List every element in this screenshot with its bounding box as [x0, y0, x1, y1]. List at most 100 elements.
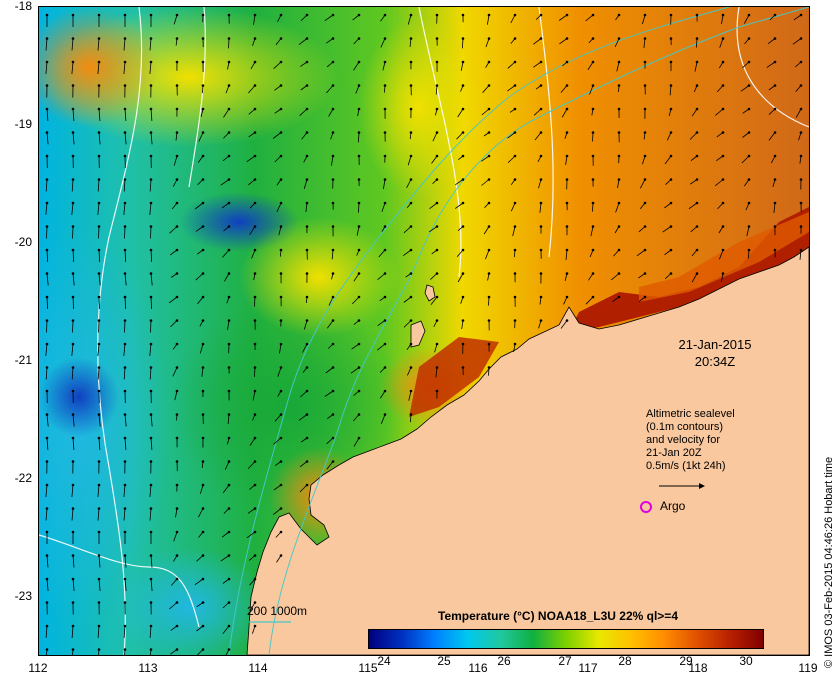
velocity-arrow [585, 296, 594, 305]
velocity-arrow [714, 179, 724, 187]
velocity-arrow [618, 85, 620, 93]
velocity-arrow [149, 179, 152, 192]
velocity-arrow [274, 461, 282, 466]
velocity-arrow [587, 61, 594, 71]
velocity-arrow-base [71, 13, 75, 17]
velocity-arrow [150, 296, 152, 310]
velocity-arrows [45, 13, 803, 655]
velocity-arrow [298, 414, 308, 421]
velocity-arrow [636, 249, 646, 257]
velocity-arrow [537, 155, 542, 162]
velocity-arrow [379, 367, 386, 373]
velocity-arrow [510, 202, 516, 212]
velocity-arrow [46, 249, 49, 263]
velocity-arrow [72, 578, 75, 592]
velocity-arrow [719, 38, 724, 48]
velocity-arrow [150, 249, 153, 263]
velocity-arrow [407, 367, 412, 376]
velocity-arrow [539, 296, 542, 305]
velocity-arrow [716, 85, 724, 93]
velocity-arrow [405, 273, 412, 278]
velocity-arrow [201, 367, 204, 377]
velocity-arrow [176, 414, 178, 421]
velocity-arrow [172, 343, 178, 350]
velocity-arrow [196, 555, 204, 562]
velocity-arrow [124, 649, 126, 655]
velocity-arrow [534, 132, 542, 141]
velocity-arrow [639, 179, 646, 189]
velocity-arrow [745, 202, 750, 211]
velocity-arrow [358, 132, 360, 143]
velocity-arrow [458, 155, 464, 161]
velocity-arrow [220, 555, 230, 562]
hot-coastal-water [639, 212, 809, 302]
velocity-arrow [223, 132, 230, 139]
velocity-arrow [662, 226, 672, 233]
velocity-arrow [403, 296, 412, 303]
velocity-arrow [689, 132, 698, 140]
velocity-arrow [171, 202, 178, 210]
velocity-arrow [639, 202, 646, 210]
velocity-arrow [717, 202, 724, 210]
velocity-arrow [767, 38, 776, 45]
velocity-arrow [275, 531, 282, 538]
velocity-arrow [227, 437, 230, 445]
velocity-arrow [300, 61, 308, 67]
velocity-arrow [350, 367, 360, 374]
velocity-arrow [428, 226, 438, 233]
velocity-arrow-base [539, 295, 543, 299]
velocity-arrow [277, 390, 282, 397]
velocity-arrow [743, 14, 750, 24]
velocity-arrow [539, 202, 542, 213]
velocity-arrow [298, 38, 308, 45]
sealevel-contour [418, 7, 462, 278]
velocity-arrow [45, 508, 48, 521]
sst-map-canvas [39, 7, 809, 655]
velocity-arrow [72, 273, 75, 286]
velocity-arrow [564, 273, 568, 281]
velocity-arrow [614, 38, 620, 48]
velocity-arrow [694, 61, 698, 72]
velocity-arrow [563, 296, 568, 305]
velocity-arrow-base [253, 13, 257, 17]
velocity-arrow [278, 226, 282, 236]
velocity-arrow-base [123, 13, 127, 17]
velocity-arrow [174, 390, 178, 401]
velocity-arrow [246, 155, 256, 163]
velocity-arrow [742, 108, 750, 114]
velocity-arrow [123, 61, 126, 75]
velocity-arrow [481, 108, 490, 116]
velocity-arrow [300, 85, 308, 91]
velocity-arrow-base [513, 248, 517, 252]
velocity-arrow [358, 202, 360, 213]
velocity-arrow-base [565, 131, 569, 134]
velocity-arrow [690, 226, 698, 233]
lat-label: -22 [14, 471, 32, 485]
velocity-arrow [460, 85, 464, 92]
velocity-arrow [173, 14, 178, 25]
altimetry-legend: Altimetric sealevel (0.1m contours) and … [646, 408, 735, 473]
velocity-arrow [173, 531, 178, 542]
velocity-arrow [741, 155, 750, 164]
velocity-arrow [200, 108, 204, 117]
velocity-arrow [123, 367, 126, 380]
velocity-arrow [799, 155, 802, 164]
velocity-arrow [45, 179, 48, 192]
velocity-arrow [173, 555, 178, 562]
velocity-arrow [248, 555, 256, 561]
velocity-arrow [431, 249, 438, 255]
velocity-arrow-base [513, 319, 517, 322]
velocity-arrow [693, 85, 698, 93]
velocity-arrow [614, 226, 620, 234]
velocity-arrow [251, 249, 256, 259]
velocity-arrow [150, 649, 152, 655]
velocity-arrow-base [149, 295, 153, 299]
velocity-arrow [768, 85, 776, 91]
velocity-arrow [409, 132, 412, 140]
velocity-arrow [768, 132, 776, 141]
velocity-arrow [718, 226, 724, 234]
velocity-arrow [533, 61, 542, 68]
velocity-arrow [488, 367, 490, 376]
sealevel-contour [97, 7, 143, 655]
velocity-arrow [485, 38, 490, 48]
